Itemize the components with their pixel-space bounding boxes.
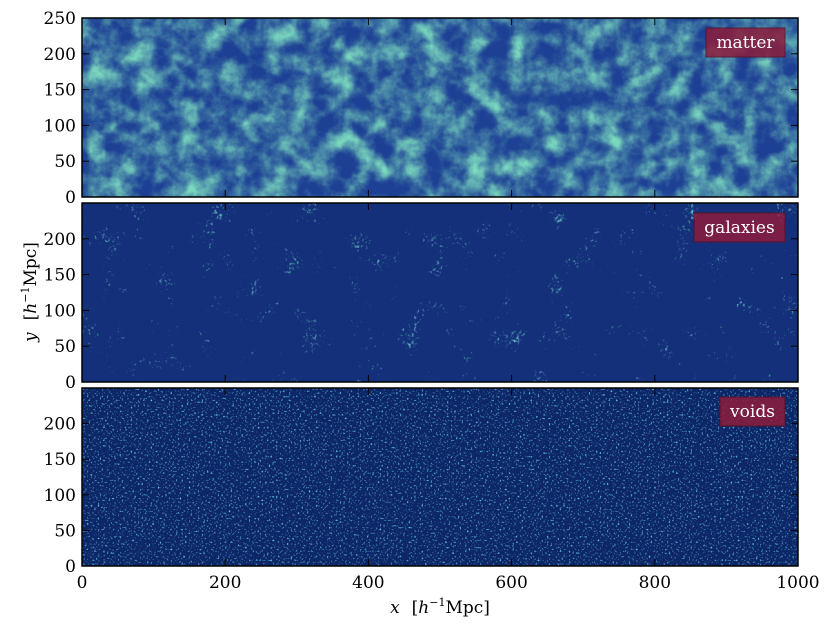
y-axis-label-h: h (21, 303, 41, 314)
x-axis-label-open: [ (412, 598, 419, 618)
x-tick-label: 1000 (776, 573, 819, 593)
panel-galaxies: galaxies (81, 202, 799, 383)
y-tick-label: 100 (44, 486, 76, 506)
x-tick-label: 200 (209, 573, 241, 593)
axis-ticks: 0 50 100 150 200 250 0 50 100 150 200 0 50 100 150 200 0… (44, 9, 820, 593)
y-tick-label: 250 (44, 9, 76, 29)
y-tick-label: 50 (54, 152, 76, 172)
panel-matter-frame (81, 17, 799, 198)
panel-matter-label-text: matter (716, 33, 775, 53)
y-tick-label: 100 (44, 116, 76, 136)
y-axis-label-rest: Mpc] (21, 242, 41, 286)
y-tick-label: 150 (44, 81, 76, 101)
panel-matter: matter (81, 17, 799, 198)
y-axis-label-var: y (21, 332, 41, 343)
y-axis-label-open: [ (21, 314, 41, 321)
panel-voids-frame (81, 387, 799, 567)
panel-voids-label-box (719, 396, 786, 427)
y-tick-label: 0 (65, 557, 76, 577)
y-axis-label-exp: −1 (19, 287, 32, 303)
panel-voids-label-text: voids (729, 402, 775, 422)
y-tick-label: 100 (44, 301, 76, 321)
y-tick-label: 50 (54, 337, 76, 357)
panel-galaxies-label-text: galaxies (704, 218, 774, 238)
y-tick-label: 150 (44, 450, 76, 470)
y-tick-label: 200 (44, 230, 76, 250)
panel-galaxies-frame (81, 202, 799, 383)
panel-voids: voids (81, 387, 799, 567)
x-axis-label-exp: −1 (429, 596, 445, 609)
y-tick-label: 150 (44, 266, 76, 286)
y-tick-label: 200 (44, 45, 76, 65)
heatmap-voids-points (82, 388, 798, 566)
x-axis-label-var: x (390, 598, 400, 618)
panel-matter-label: matter (705, 27, 786, 58)
panel-galaxies-label-box (693, 212, 786, 243)
x-axis-label: x [h−1Mpc] (390, 596, 490, 618)
y-tick-label: 200 (44, 415, 76, 435)
y-tick-label: 50 (54, 521, 76, 541)
x-axis-label-h: h (418, 598, 429, 618)
heatmap-galaxies-points (82, 203, 798, 382)
panel-voids-label: voids (719, 396, 786, 427)
x-tick-label: 800 (639, 573, 671, 593)
x-axis-label-rest: Mpc] (445, 598, 489, 618)
x-tick-label: 600 (495, 573, 527, 593)
y-tick-label: 0 (65, 188, 76, 208)
y-axis-label: y [h−1Mpc] (19, 242, 41, 343)
heatmap-matter-bright (82, 18, 798, 197)
y-tick-label: 0 (65, 373, 76, 393)
panel-matter-label-box (705, 27, 786, 58)
panel-galaxies-label: galaxies (693, 212, 786, 243)
x-tick-label: 400 (352, 573, 384, 593)
x-tick-label: 0 (77, 573, 88, 593)
